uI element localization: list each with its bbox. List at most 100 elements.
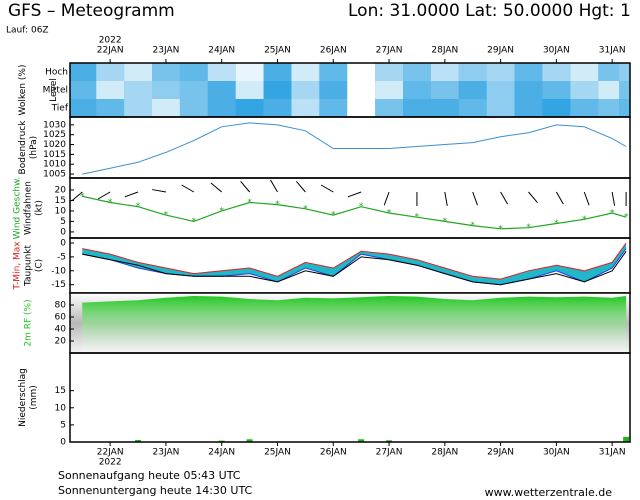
panel-frame (69, 116, 631, 179)
y-axis-label: Wolken (%) (18, 65, 28, 116)
wind-point: * (526, 223, 531, 233)
cloud-cover (570, 99, 599, 117)
precip-bar (358, 439, 365, 442)
cloud-cover (263, 99, 292, 117)
y-tick-label: 1005 (43, 170, 66, 180)
x-tick-label: 28JAN (431, 46, 458, 56)
wind-barb (528, 191, 538, 204)
wind-point: * (192, 217, 197, 227)
x-tick-label: 23JAN (153, 46, 180, 56)
y-axis-label: 2m RF (%) (24, 299, 34, 346)
cloud-cover (179, 99, 208, 117)
cloud-cover (124, 99, 152, 117)
cloud-cover (151, 63, 180, 81)
cloud-cover (570, 81, 599, 99)
y-tick-label: 40 (55, 325, 67, 335)
sunrise: Sonnenaufgang heute 05:43 UTC (58, 469, 241, 482)
wind-point: * (387, 209, 392, 219)
cloud-cover (570, 63, 599, 81)
wind-point: * (359, 202, 364, 212)
wind-barb (555, 191, 564, 205)
y-axis-label: (mm) (29, 385, 39, 410)
cloud-cover (375, 63, 403, 81)
cloud-cover (207, 81, 236, 99)
cloud-cover (151, 99, 180, 117)
wind-point: * (415, 213, 420, 223)
wind-point: * (303, 204, 308, 214)
cloud-cover (263, 63, 292, 81)
y-tick-label: -15 (51, 280, 66, 290)
cloud-cover (514, 99, 543, 117)
y-axis-label: (kt) (35, 200, 45, 216)
site: www.wetterzentrale.de (485, 486, 613, 499)
wind-barb (320, 184, 334, 193)
cloud-cover (514, 81, 543, 99)
wind-point: * (470, 221, 475, 231)
wind-point: * (108, 198, 113, 208)
wind-barb (71, 191, 83, 202)
cloud-cover (486, 99, 515, 117)
y-axis-label: Level (49, 78, 59, 102)
x-tick-label: 22JAN (97, 46, 124, 56)
y-tick-label: 20 (55, 337, 67, 347)
series-line (82, 251, 627, 286)
cloud-cover (70, 81, 97, 99)
cloud-cover (235, 63, 264, 81)
cloud-cover (458, 81, 487, 99)
wind-point: * (219, 206, 224, 216)
x-tick-label: 22JAN (97, 448, 124, 458)
cloud-cover (458, 99, 487, 117)
y-tick-label: 1030 (43, 120, 66, 130)
precip-bar (135, 439, 142, 442)
wind-point: * (247, 198, 252, 208)
y-axis-label: Taupunkt (24, 244, 34, 287)
cloud-cover (347, 99, 376, 117)
wind-barb (152, 189, 167, 193)
y-axis-label: (C) (35, 259, 45, 272)
wind-barb (270, 179, 278, 193)
x-tick-label: 25JAN (264, 448, 291, 458)
x-tick-label: 25JAN (264, 46, 291, 56)
y-tick-label: 0 (60, 227, 66, 237)
cloud-cover (598, 81, 620, 99)
y-tick-label: 5 (60, 420, 66, 430)
cloud-cover (291, 81, 320, 99)
y-tick-label: 60 (55, 313, 67, 323)
wind-barb (611, 191, 616, 206)
temp-band (82, 243, 627, 285)
wind-point: * (582, 215, 587, 225)
cloud-cover (124, 63, 152, 81)
y-axis-label: (hPa) (29, 136, 39, 159)
series-line (82, 248, 627, 286)
legend-label: Hoch (45, 68, 68, 78)
wind-point: * (164, 211, 169, 221)
wind-barb (181, 184, 195, 193)
y-tick-label: 0 (60, 438, 66, 448)
cloud-cover (347, 63, 376, 81)
wind-point: * (610, 209, 615, 219)
cloud-cover (151, 81, 180, 99)
y-axis-label: Wind Geschw. (13, 177, 23, 240)
x-tick-label: 30JAN (543, 46, 570, 56)
cloud-cover (619, 81, 630, 99)
cloud-cover (486, 81, 515, 99)
cloud-cover (458, 63, 487, 81)
x-tick-label: 29JAN (487, 448, 514, 458)
x-tick-label: 29JAN (487, 46, 514, 56)
sunset: Sonnenuntergang heute 14:30 UTC (58, 484, 253, 497)
cloud-cover (70, 63, 97, 81)
cloud-cover (375, 81, 403, 99)
legend-label: Tief (51, 104, 69, 114)
x-tick-label: 27JAN (376, 46, 403, 56)
cloud-cover (291, 63, 320, 81)
cloud-cover (514, 63, 543, 81)
y-axis-label: T-Min, Max (13, 241, 23, 291)
wind-point: * (624, 213, 629, 223)
year: 2022 (99, 36, 122, 46)
wind-point: * (136, 202, 141, 212)
cloud-cover (179, 81, 208, 99)
wind-barb (97, 191, 111, 200)
cloud-cover (402, 81, 431, 99)
cloud-cover (619, 99, 630, 117)
